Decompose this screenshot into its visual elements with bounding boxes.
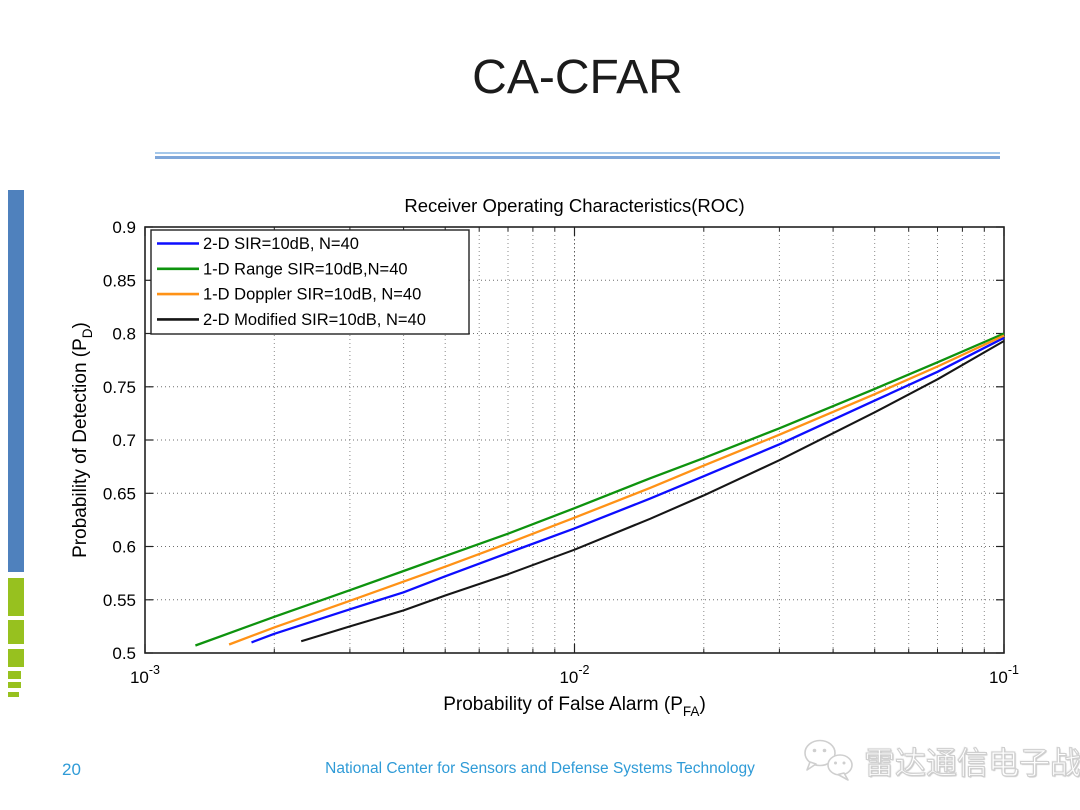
x-tick-label: 10-2	[559, 663, 589, 687]
legend-label-1: 1-D Range SIR=10dB,N=40	[203, 260, 408, 278]
wechat-icon	[804, 739, 853, 781]
accent-block-green-2	[8, 620, 24, 644]
divider-gap	[155, 154, 1000, 156]
series-line-0	[251, 336, 1005, 644]
page-number: 20	[62, 760, 81, 779]
x-axis-label: Probability of False Alarm (PFA)	[443, 694, 706, 719]
y-tick-label: 0.7	[112, 431, 136, 450]
legend-label-3: 2-D Modified SIR=10dB, N=40	[203, 311, 426, 329]
accent-block-green-3	[8, 649, 24, 667]
y-tick-label: 0.8	[112, 325, 136, 344]
y-tick-label: 0.9	[112, 218, 136, 237]
y-axis-label: Probability of Detection (PD)	[70, 322, 95, 558]
y-tick-label: 0.6	[112, 538, 136, 557]
watermark-text: 雷达通信电子战	[863, 745, 1080, 781]
watermark: 雷达通信电子战	[800, 736, 1080, 784]
divider-line-bottom	[155, 156, 1000, 159]
y-tick-label: 0.5	[112, 644, 136, 663]
x-tick-label: 10-3	[130, 663, 160, 687]
accent-bar-blue	[8, 190, 24, 572]
legend-box	[150, 229, 470, 335]
accent-block-green-1	[8, 578, 24, 616]
y-tick-label: 0.85	[103, 271, 136, 290]
divider-line-top	[155, 152, 1000, 154]
chart-title: Receiver Operating Characteristics(ROC)	[404, 195, 744, 216]
title-divider	[155, 152, 1000, 159]
legend-label-0: 2-D SIR=10dB, N=40	[203, 235, 359, 253]
x-tick-label: 10-1	[989, 663, 1019, 687]
series-line-3	[300, 340, 1005, 643]
accent-block-green-6	[8, 692, 19, 697]
footer-text: National Center for Sensors and Defense …	[325, 760, 755, 777]
accent-block-green-5	[8, 682, 21, 688]
accent-block-green-4	[8, 671, 21, 679]
y-tick-label: 0.55	[103, 591, 136, 610]
slide-title: CA-CFAR	[472, 51, 683, 104]
legend-label-2: 1-D Doppler SIR=10dB, N=40	[203, 286, 421, 304]
y-tick-label: 0.75	[103, 378, 136, 397]
series-line-1	[195, 332, 1005, 647]
y-tick-label: 0.65	[103, 484, 136, 503]
series-line-2	[228, 334, 1005, 646]
